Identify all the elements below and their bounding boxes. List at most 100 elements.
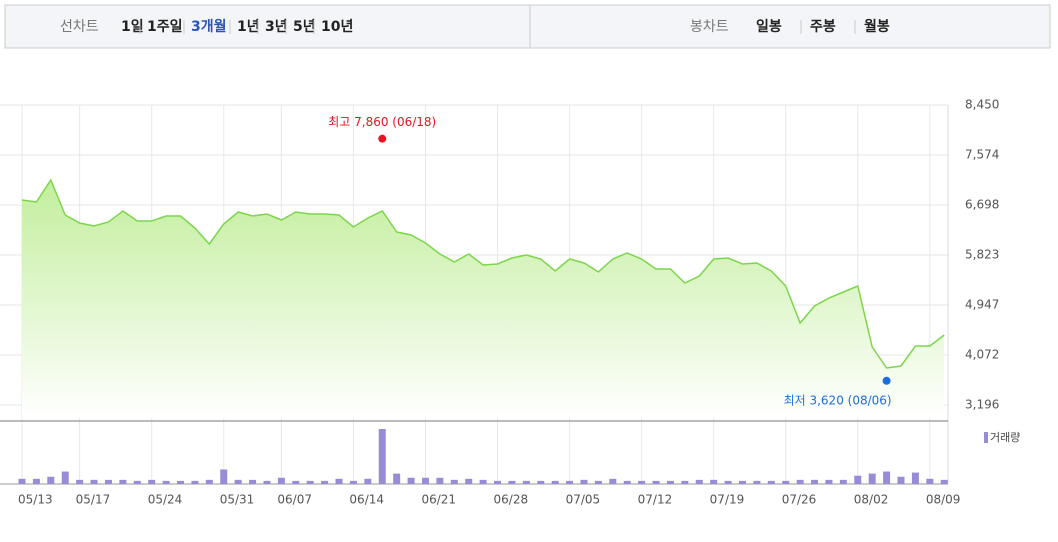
y-tick-label: 4,947 (965, 298, 999, 312)
volume-bar (119, 479, 127, 484)
period-tab[interactable]: 5년 (293, 19, 316, 35)
volume-bar (421, 477, 429, 484)
volume-bar (364, 478, 372, 484)
volume-bar (580, 479, 588, 484)
volume-bar (508, 480, 516, 484)
volume-bar (450, 479, 458, 484)
volume-bar (407, 477, 415, 484)
volume-bar (566, 480, 574, 484)
volume-bar (681, 480, 689, 484)
x-tick-label: 06/07 (277, 493, 312, 507)
volume-bar (148, 479, 156, 484)
volume-bar (263, 480, 271, 484)
volume-bar (710, 479, 718, 484)
volume-bar (76, 479, 84, 484)
legend-label: 거래량 (990, 431, 1020, 444)
volume-bar (220, 469, 228, 484)
volume-bar (191, 480, 199, 484)
volume-bar (104, 479, 112, 484)
period-tab[interactable]: 1년 (237, 19, 260, 35)
volume-bar (90, 479, 98, 484)
x-tick-label: 05/17 (76, 493, 111, 507)
volume-bar (177, 480, 185, 484)
volume-bar (292, 480, 300, 484)
volume-bar (277, 477, 285, 484)
volume-bar (782, 480, 790, 484)
volume-bar (652, 480, 660, 484)
y-tick-label: 6,698 (965, 198, 999, 212)
volume-bar (393, 473, 401, 484)
x-tick-label: 05/13 (18, 493, 53, 507)
x-tick-label: 08/02 (854, 493, 889, 507)
volume-bar (162, 480, 170, 484)
volume-bar (18, 478, 26, 484)
tab-bar (4, 4, 1051, 49)
volume-bar (349, 480, 357, 484)
tab-group-label: 선차트 (60, 19, 99, 35)
y-tick-label: 8,450 (965, 98, 999, 112)
volume-bar (234, 479, 242, 484)
volume-bar (465, 478, 473, 484)
volume-bar (811, 479, 819, 484)
volume-bar (32, 478, 40, 484)
period-tab[interactable]: 3개월 (191, 18, 227, 35)
volume-bar (249, 479, 257, 484)
candle-tab[interactable]: 주봉 (810, 19, 836, 35)
annotation-label: 최고 7,860 (06/18) (328, 115, 436, 129)
volume-bar (753, 480, 761, 484)
volume-bar (911, 472, 919, 484)
volume-bar (638, 480, 646, 484)
volume-bar (306, 480, 314, 484)
volume-bar (695, 479, 703, 484)
volume-bar (767, 480, 775, 484)
y-tick-label: 3,196 (965, 397, 999, 411)
volume-bar (897, 476, 905, 484)
candle-tab[interactable]: 일봉 (756, 19, 782, 35)
volume-bar (739, 480, 746, 484)
volume-bar (883, 471, 891, 484)
volume-bar (796, 479, 804, 484)
x-tick-label: 05/24 (148, 493, 183, 507)
volume-bar (378, 429, 386, 484)
x-tick-label: 07/26 (782, 493, 817, 507)
volume-bar (825, 479, 833, 484)
tab-group-label: 봉차트 (690, 19, 729, 35)
annotation-label: 최저 3,620 (08/06) (784, 393, 892, 407)
x-tick-label: 07/19 (710, 493, 745, 507)
volume-bar (205, 479, 213, 484)
period-tab[interactable]: 1주일 (147, 19, 183, 35)
volume-bar (940, 479, 948, 484)
annotation-dot (882, 376, 891, 385)
volume-bar (839, 479, 847, 484)
x-tick-label: 06/28 (494, 493, 529, 507)
volume-bar (133, 480, 141, 484)
y-tick-label: 5,823 (965, 247, 999, 261)
price-line (21, 178, 945, 369)
volume-bar (666, 480, 674, 484)
x-tick-label: 06/14 (349, 493, 384, 507)
y-tick-label: 7,574 (965, 148, 999, 162)
volume-bar (335, 478, 343, 484)
legend-swatch (984, 432, 988, 443)
volume-bar (522, 480, 530, 484)
x-tick-label: 07/12 (638, 493, 673, 507)
volume-bar (47, 476, 55, 484)
annotation-dot (378, 134, 387, 143)
x-tick-label: 07/05 (566, 493, 601, 507)
volume-bar (61, 471, 69, 484)
volume-bar (551, 480, 559, 484)
area-fill (22, 180, 945, 418)
candle-tab[interactable]: 월봉 (864, 18, 890, 35)
volume-bar (479, 479, 487, 484)
period-tab[interactable]: 1일 (121, 19, 144, 35)
period-tab[interactable]: 3년 (265, 19, 288, 35)
volume-bar (623, 480, 631, 484)
volume-bar (926, 478, 934, 484)
period-tab[interactable]: 10년 (321, 19, 353, 35)
volume-bar (609, 478, 617, 484)
volume-bar (537, 480, 545, 484)
x-tick-label: 05/31 (220, 493, 255, 507)
volume-bar (854, 475, 862, 484)
